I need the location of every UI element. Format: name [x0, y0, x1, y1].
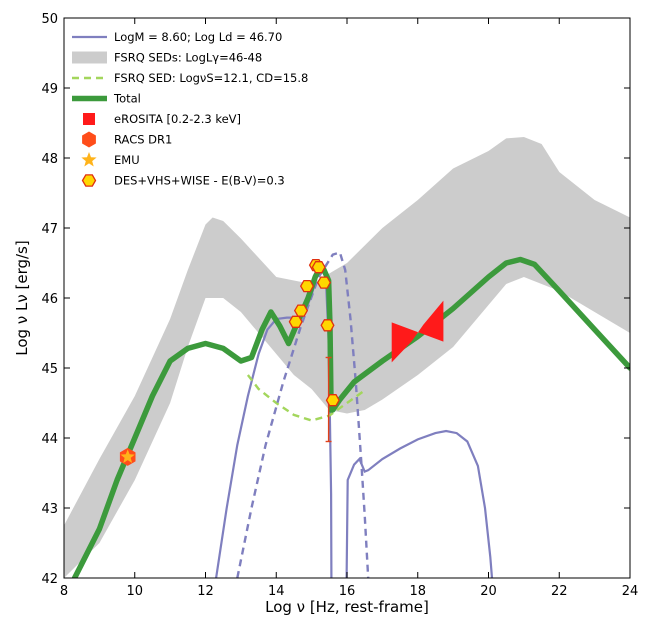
x-tick-label: 16 [339, 584, 356, 599]
agn-dashed-curve [236, 251, 370, 578]
legend-swatch-erosita [83, 113, 95, 125]
legend-swatch-des [81, 174, 97, 187]
x-tick-label: 8 [60, 584, 68, 599]
legend-item-total: Total [72, 92, 141, 106]
des-point-2 [293, 304, 309, 317]
des-point-7 [320, 319, 335, 332]
legend-item-erosita: eROSITA [0.2-2.3 keV] [83, 112, 241, 126]
legend-swatch-racs [82, 131, 96, 148]
legend-label: DES+VHS+WISE - E(B-V)=0.3 [114, 174, 285, 188]
fsrq-seds-band [64, 137, 630, 578]
data-point-layer [119, 258, 444, 466]
legend-item-fsrq: FSRQ SED: LogνS=12.1, CD=15.8 [72, 71, 308, 85]
des-point-6 [316, 276, 332, 289]
legend-label: eROSITA [0.2-2.3 keV] [114, 112, 241, 126]
x-tick-label: 22 [551, 584, 568, 599]
des-point-5 [311, 261, 326, 274]
legend-item-agn: LogM = 8.60; Log Ld = 46.70 [72, 30, 282, 44]
legend-label: EMU [114, 153, 140, 167]
legend-label: LogM = 8.60; Log Ld = 46.70 [114, 30, 282, 44]
legend: LogM = 8.60; Log Ld = 46.70 FSRQ SEDs: Lo… [72, 30, 308, 188]
des-point-3 [299, 279, 315, 293]
y-tick-label: 50 [41, 12, 58, 27]
des-point-1 [288, 315, 303, 328]
y-tick-label: 47 [41, 222, 58, 237]
x-tick-label: 10 [126, 584, 143, 599]
x-tick-label: 12 [197, 584, 214, 599]
agn-disk-curve-2 [345, 429, 494, 578]
y-tick-label: 42 [41, 572, 58, 587]
legend-label: FSRQ SED: LogνS=12.1, CD=15.8 [114, 71, 308, 85]
legend-item-band: FSRQ SEDs: LogLγ=46-48 [72, 51, 262, 65]
legend-label: Total [113, 92, 141, 106]
legend-item-emu: EMU [81, 152, 140, 167]
legend-item-racs: RACS DR1 [82, 131, 172, 148]
x-tick-label: 20 [480, 584, 497, 599]
erosita-bowtie [391, 300, 444, 363]
y-tick-label: 48 [41, 152, 58, 167]
legend-swatch-band [72, 51, 107, 64]
x-axis-title: Log ν [Hz, rest-frame] [265, 598, 429, 616]
y-tick-label: 45 [41, 362, 58, 377]
x-tick-label: 18 [409, 584, 426, 599]
x-tick-label: 24 [622, 584, 639, 599]
fsrq-band-layer [64, 137, 630, 578]
legend-swatch-emu [81, 152, 97, 167]
legend-label: RACS DR1 [114, 133, 172, 147]
y-tick-label: 43 [41, 502, 58, 517]
legend-label: FSRQ SEDs: LogLγ=46-48 [114, 51, 262, 65]
des-point-8 [325, 394, 340, 407]
axis-ticks: 8 10 12 14 16 18 20 22 24 42 43 44 45 46 47 48 49 50 [41, 12, 638, 599]
y-axis-title: Log ν Lν [erg/s] [13, 240, 31, 355]
emu-point [120, 449, 135, 463]
x-tick-label: 14 [268, 584, 285, 599]
legend-item-des: DES+VHS+WISE - E(B-V)=0.3 [81, 174, 285, 188]
y-tick-label: 46 [41, 292, 58, 307]
y-tick-label: 44 [41, 432, 58, 447]
y-tick-label: 49 [41, 82, 58, 97]
